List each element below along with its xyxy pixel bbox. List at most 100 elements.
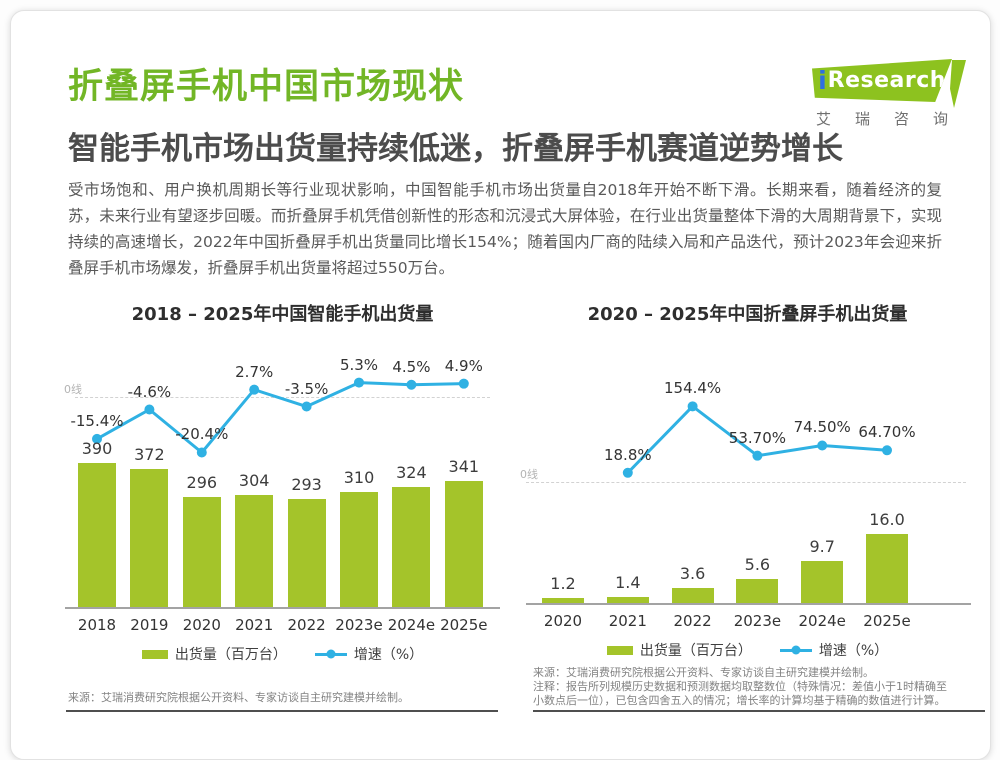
bar-2021 (606, 596, 649, 603)
growth-line-chart (622, 401, 892, 478)
x-axis-label: 2022 (287, 616, 326, 634)
bar-2022 (287, 498, 326, 607)
growth-rate-label: 74.50% (793, 418, 851, 437)
line-legend-dot (326, 649, 336, 659)
line-point (752, 450, 763, 461)
growth-rate-label: -20.4% (175, 425, 229, 444)
line-point (301, 401, 312, 412)
page-title: 折叠屏手机中国市场现状 (68, 67, 465, 107)
logo-wordmark: Research (827, 67, 946, 93)
bar-2021 (235, 494, 274, 607)
x-axis-label: 2021 (235, 616, 274, 634)
bar-value-label: 16.0 (869, 510, 905, 530)
chart-title: 2018 – 2025年中国智能手机出货量 (131, 304, 434, 325)
growth-rate-label: 4.9% (444, 356, 483, 375)
zero-line (526, 482, 966, 483)
growth-rate-label: 53.70% (728, 428, 786, 447)
source-note-right-line2: 注释：报告所列规模历史数据和预测数据均取整数位（特殊情况：差值小于1时精确至 (533, 680, 947, 694)
logo-letter-i: i (818, 66, 827, 95)
line-point (144, 404, 155, 415)
x-axis-label: 2023e (733, 612, 782, 630)
chart-legend: 出货量（百万台） 增速（%） (520, 640, 975, 660)
x-axis-label: 2025e (863, 612, 911, 630)
bar-2020 (542, 597, 584, 603)
line-point (196, 447, 207, 458)
logo-brush-tail (950, 60, 966, 108)
iresearch-logo-shape: i Research (812, 59, 952, 102)
divider-left (66, 710, 498, 712)
x-axis-label: 2023e (335, 616, 383, 634)
x-axis-label: 2021 (608, 612, 647, 630)
x-axis-label: 2024e (798, 612, 846, 630)
line-point (406, 379, 417, 390)
source-note-right: 来源：艾瑞消费研究院根据公开资料、专家访谈自主研究建模并绘制。 注释：报告所列规… (533, 666, 985, 709)
bar-2022 (671, 587, 714, 603)
line-point (817, 440, 828, 451)
line-point (687, 401, 698, 412)
bar-value-label: 296 (186, 473, 218, 493)
growth-rate-label: -15.4% (70, 411, 124, 430)
bar-2023e (340, 492, 378, 607)
line-legend-label: 增速（%） (353, 647, 424, 663)
chart-foldable-shipments: 2020 – 2025年中国折叠屏手机出货量 0线 出货量（百万台） 增速（%）… (520, 298, 975, 663)
bar-value-label: 1.2 (550, 573, 576, 593)
chart-title: 2020 – 2025年中国折叠屏手机出货量 (587, 304, 908, 325)
line-point (622, 467, 633, 478)
bar-value-label: 5.6 (744, 554, 771, 574)
bar-legend-label: 出货量（百万台） (174, 647, 287, 663)
source-note-right-line3: 小数点后一位），已包含四舍五入的情况；增长率的计算均基于精确的数值进行计算。 (533, 694, 946, 708)
bar-legend-swatch (606, 645, 633, 655)
bar-2019 (130, 469, 169, 607)
line-point (458, 378, 469, 389)
bar-value-label: 3.6 (679, 563, 706, 583)
source-note-left: 来源：艾瑞消费研究院根据公开资料、专家访谈自主研究建模并绘制。 (68, 691, 409, 704)
growth-rate-label: 4.5% (392, 357, 431, 376)
line-legend-marker (779, 645, 812, 655)
bar-value-label: 310 (343, 468, 375, 488)
bar-2025e (444, 480, 483, 607)
zero-line-label: 0线 (520, 468, 538, 481)
growth-rate-label: -4.6% (127, 382, 172, 401)
x-axis-label: 2022 (673, 612, 712, 630)
growth-rate-label: 154.4% (663, 379, 722, 398)
bar-2025e (866, 534, 908, 603)
bar-value-label: 324 (396, 463, 427, 483)
growth-rate-label: 18.8% (603, 445, 652, 464)
bar-value-label: 9.7 (809, 537, 835, 557)
body-paragraph: 受市场饱和、用户换机周期长等行业现状影响，中国智能手机市场出货量自2018年开始… (68, 181, 942, 277)
x-axis-label: 2024e (387, 616, 436, 634)
x-axis-line (65, 607, 500, 609)
bar-2020 (182, 497, 221, 607)
bar-value-label: 304 (238, 470, 270, 490)
line-point (882, 445, 892, 456)
iresearch-logo: i Research 艾瑞咨询 (800, 56, 980, 128)
page-subtitle: 智能手机市场出货量持续低迷，折叠屏手机赛道逆势增长 (68, 131, 843, 167)
bar-value-label: 1.4 (615, 572, 641, 592)
x-axis-label: 2019 (130, 616, 169, 634)
growth-rate-label: -3.5% (284, 379, 329, 398)
x-axis-label: 2018 (77, 616, 117, 634)
x-axis-label: 2025e (440, 616, 488, 634)
growth-rate-label: 5.3% (339, 355, 379, 374)
source-note-right-line1: 来源：艾瑞消费研究院根据公开资料、专家访谈自主研究建模并绘制。 (533, 666, 874, 679)
bar-legend-swatch (141, 649, 168, 659)
logo-chinese-name: 艾瑞咨询 (816, 110, 973, 128)
bar-value-label: 341 (448, 456, 480, 476)
divider-right (533, 710, 985, 712)
x-axis-label: 2020 (182, 616, 221, 634)
growth-rate-label: 2.7% (235, 362, 274, 381)
bar-2024e (392, 487, 431, 607)
line-legend-dot (791, 645, 801, 655)
line-point (249, 384, 260, 395)
line-legend-label: 增速（%） (818, 643, 889, 659)
bar-2023e (736, 578, 779, 603)
bar-value-label: 390 (81, 438, 113, 458)
bar-2018 (78, 462, 116, 607)
x-axis-line (526, 603, 971, 605)
growth-rate-label: 64.70% (858, 423, 916, 442)
bar-legend-label: 出货量（百万台） (639, 643, 752, 659)
chart-smartphone-shipments: 2018 – 2025年中国智能手机出货量 0线 出货量（百万台） 增速（%） … (60, 298, 505, 663)
chart-legend: 出货量（百万台） 增速（%） (60, 644, 505, 664)
line-legend-marker (314, 649, 347, 659)
bar-value-label: 293 (291, 474, 322, 494)
